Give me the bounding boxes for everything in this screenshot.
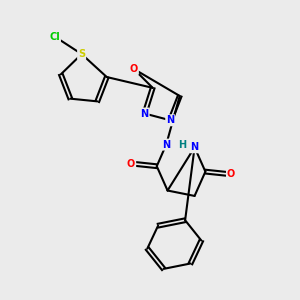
Text: N: N xyxy=(140,109,149,118)
Text: H: H xyxy=(178,140,187,150)
Text: N: N xyxy=(166,115,174,125)
Text: O: O xyxy=(227,169,235,179)
Text: N: N xyxy=(190,142,199,152)
Text: S: S xyxy=(78,49,85,59)
Text: O: O xyxy=(130,64,138,74)
Text: Cl: Cl xyxy=(49,32,60,41)
Text: N: N xyxy=(162,140,170,150)
Text: O: O xyxy=(127,158,135,169)
